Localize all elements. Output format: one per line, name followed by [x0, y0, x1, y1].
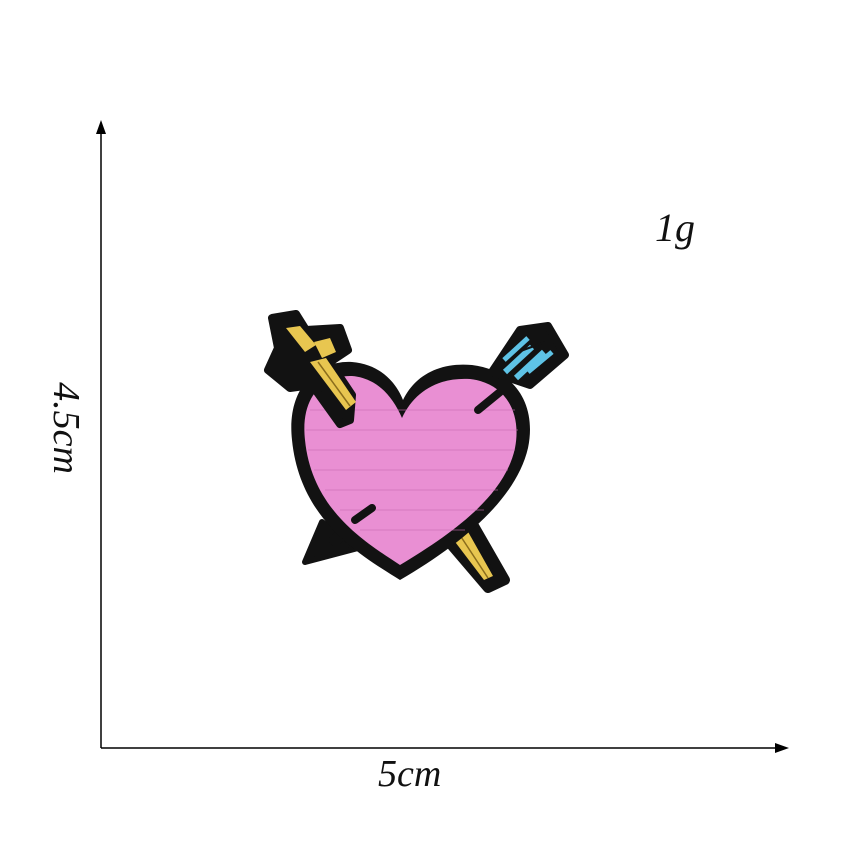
weight-label: 1g: [655, 205, 695, 250]
height-label: 4.5cm: [45, 382, 87, 474]
arrow-feather-icon: [488, 322, 569, 389]
vertical-arrowhead: [96, 120, 106, 134]
heart-patch-icon: [264, 310, 569, 593]
dagger-handle-icon: [264, 310, 356, 428]
width-label: 5cm: [378, 753, 442, 795]
horizontal-arrowhead: [775, 743, 789, 753]
